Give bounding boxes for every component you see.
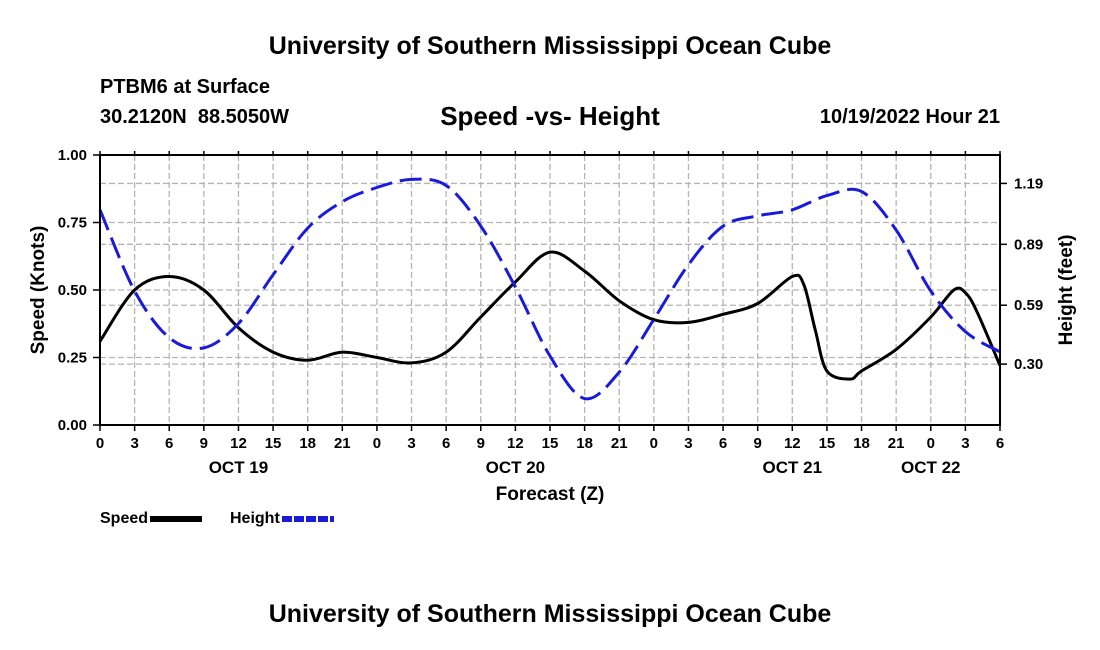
y2-tick-label: 0.30 [1014,356,1043,373]
chart-title: Speed -vs- Height [440,101,660,131]
legend-speed-swatch [150,516,203,522]
date-label: OCT 21 [763,458,823,477]
x-tick-label: 12 [507,435,524,452]
y2-axis-label: Height (feet) [1056,235,1077,346]
legend-speed: Speed [100,510,203,528]
x-tick-label: 9 [477,435,485,452]
date-label: OCT 22 [901,458,961,477]
y-tick-label: 0.25 [58,350,87,367]
x-tick-label: 6 [442,435,450,452]
x-tick-label: 3 [961,435,969,452]
x-tick-label: 18 [576,435,593,452]
legend-height-swatch [281,516,334,522]
y2-tick-label: 0.59 [1014,297,1043,314]
x-tick-label: 18 [299,435,316,452]
y2-tick-label: 0.89 [1014,236,1043,253]
grid-lines [100,155,1000,425]
y-tick-label: 0.00 [58,417,87,434]
height-series-line [98,177,1001,401]
y2-tick-label: 1.19 [1014,175,1043,192]
x-tick-label: 6 [165,435,173,452]
x-tick-label: 3 [407,435,415,452]
x-tick-label: 12 [230,435,247,452]
x-tick-label: 0 [373,435,381,452]
x-tick-label: 9 [754,435,762,452]
x-tick-label: 15 [265,435,282,452]
station-label: PTBM6 at Surface [100,76,271,98]
axes-group: 0 3 6 9 12 15 18 21 0 3 6 9 12 15 18 21 0 3 6 9 12 15 18 21 0 3 6 O… [58,147,1043,477]
y-tick-label: 0.75 [58,215,87,232]
x-tick-label: 3 [684,435,692,452]
x-tick-label: 0 [650,435,658,452]
x-tick-label: 21 [888,435,905,452]
x-tick-label: 6 [996,435,1004,452]
main-title: University of Southern Mississippi Ocean… [268,32,832,60]
coordinates-label: 30.2120N 88.5050W [100,106,290,128]
x-tick-label: 3 [130,435,138,452]
footer-title: University of Southern Mississippi Ocean… [268,600,832,628]
y-tick-label: 1.00 [58,147,87,164]
date-label: OCT 20 [486,458,546,477]
x-tick-label: 0 [96,435,104,452]
legend-height: Height [230,510,334,528]
x-tick-label: 15 [819,435,836,452]
y-tick-label: 0.50 [58,282,87,299]
x-tick-label: 6 [719,435,727,452]
datetime-label: 10/19/2022 Hour 21 [819,106,1000,128]
x-axis-label: Forecast (Z) [496,484,605,505]
x-tick-label: 21 [334,435,351,452]
x-tick-label: 21 [611,435,628,452]
x-tick-label: 12 [784,435,801,452]
x-tick-label: 9 [200,435,208,452]
legend-height-label: Height [230,510,280,527]
legend-speed-label: Speed [100,510,149,527]
y-axis-label: Speed (Knots) [28,226,49,355]
x-tick-label: 18 [853,435,870,452]
date-label: OCT 19 [209,458,269,477]
speed-series-line [98,250,1002,381]
series-group [98,177,1002,401]
x-tick-label: 0 [927,435,935,452]
x-tick-label: 15 [542,435,559,452]
